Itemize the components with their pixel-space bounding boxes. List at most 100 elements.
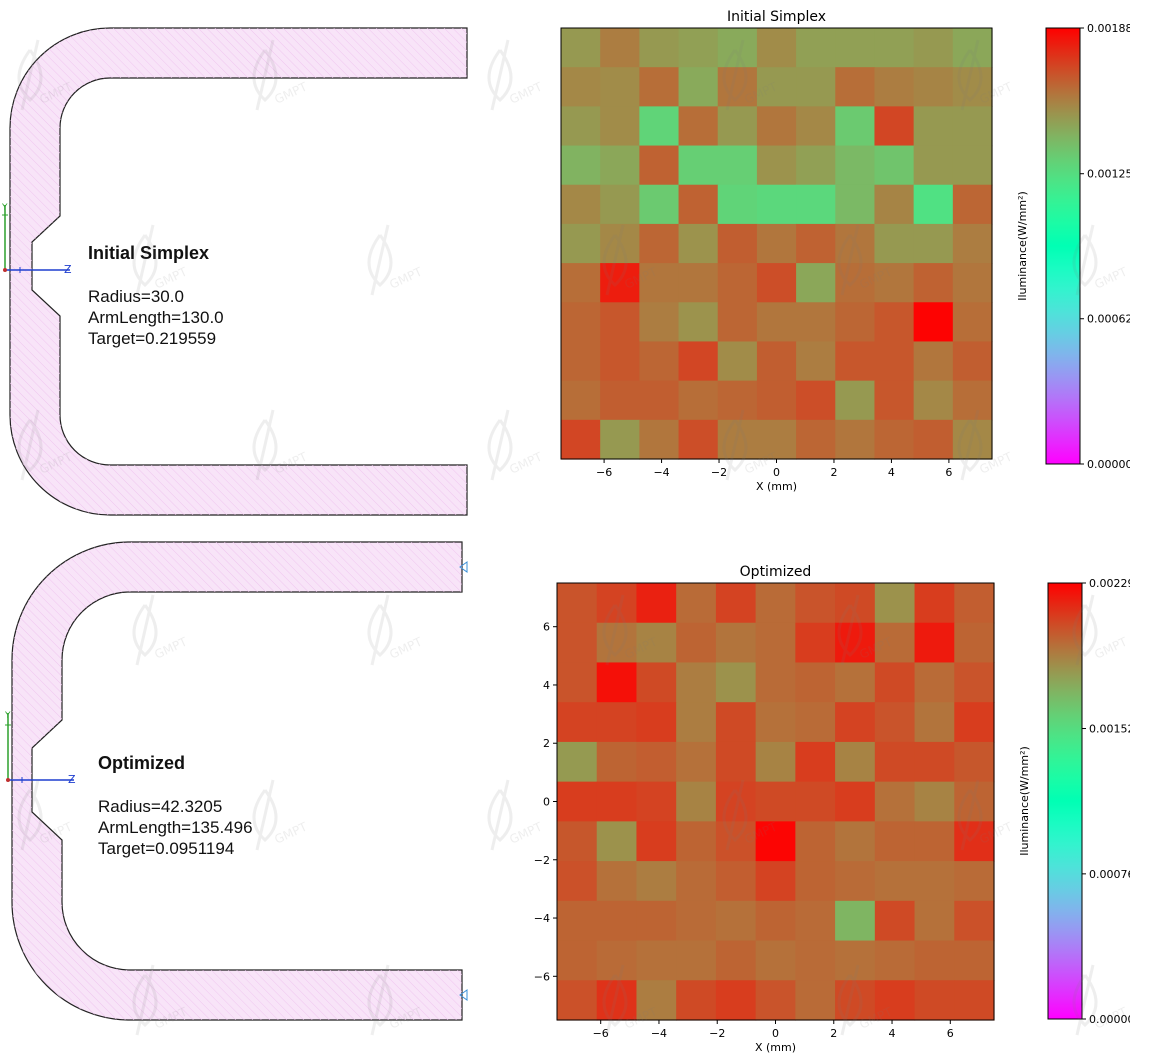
heatmap-cell xyxy=(914,861,955,902)
heatmap-cell xyxy=(952,263,993,303)
heatmap-cell xyxy=(755,980,796,1021)
heatmap-cell xyxy=(913,223,954,264)
heatmap-cell xyxy=(913,67,954,107)
info-arm-length: ArmLength=135.496 xyxy=(98,818,253,837)
heatmap-cell xyxy=(874,263,915,303)
heatmap-cell xyxy=(678,145,719,186)
heatmap-cell xyxy=(796,380,836,421)
heatmap-cell xyxy=(600,184,640,225)
heatmap-cell xyxy=(557,821,598,862)
heatmap-cell xyxy=(874,861,916,902)
x-tick-label: 6 xyxy=(947,1027,954,1040)
heatmap-cells xyxy=(561,28,993,460)
heatmap-cell xyxy=(678,67,719,107)
heatmap-cell xyxy=(596,900,638,942)
heatmap-cell xyxy=(756,380,797,421)
heatmap-cell xyxy=(835,821,876,862)
heatmap-cell xyxy=(600,223,640,264)
heatmap-cell xyxy=(557,622,598,664)
heatmap-cell xyxy=(835,702,876,743)
heatmap-cell xyxy=(835,106,876,147)
heatmap-cell xyxy=(952,67,993,107)
info-target: Target=0.0951194 xyxy=(98,839,235,858)
heatmap-cell xyxy=(678,184,719,225)
heatmap-cell xyxy=(796,28,836,68)
heatmap-cell xyxy=(639,28,680,68)
heatmap-cell xyxy=(835,940,876,981)
heatmap-cell xyxy=(796,184,836,225)
x-tick-label: −2 xyxy=(709,1027,725,1040)
info-arm-length: ArmLength=130.0 xyxy=(88,308,224,327)
initial-simplex-panel: Y Z Initial Simplex Radius=30.0 ArmLengt… xyxy=(0,0,1157,525)
heatmap-cell xyxy=(796,106,836,147)
heatmap-cell xyxy=(796,223,836,264)
heatmap-cell xyxy=(755,940,796,981)
heatmap-cell xyxy=(557,741,598,783)
heatmap-cell xyxy=(715,781,757,822)
heatmap-cell xyxy=(639,380,680,421)
heatmap-cell xyxy=(636,980,677,1021)
heatmap-cell xyxy=(596,940,638,981)
heatmap-cell xyxy=(755,702,796,743)
heatmap-cell xyxy=(874,900,916,942)
heatmap-cell xyxy=(561,419,601,460)
heatmap-cell xyxy=(639,263,680,303)
heatmap-cell xyxy=(755,583,796,624)
heatmap-cell xyxy=(636,940,677,981)
heatmap-cell xyxy=(795,900,836,942)
x-axis-label: X (mm) xyxy=(755,1041,796,1053)
heatmap-cell xyxy=(600,263,640,303)
heatmap-cell xyxy=(636,583,677,624)
heatmap-cell xyxy=(717,145,758,186)
heatmap-cell xyxy=(954,980,995,1021)
x-tick-label: −4 xyxy=(651,1027,667,1040)
heatmap-cell xyxy=(678,28,719,68)
heatmap-cell xyxy=(676,781,717,822)
heatmap-cell xyxy=(756,67,797,107)
heatmap-cell xyxy=(756,106,797,147)
axis-z-label: Z xyxy=(68,773,76,786)
heatmap-cell xyxy=(676,741,717,783)
heatmap-cell xyxy=(952,28,993,68)
heatmap-cell xyxy=(874,419,915,460)
info-radius: Radius=30.0 xyxy=(88,287,184,306)
heatmap-cell xyxy=(874,67,915,107)
heatmap-cell xyxy=(835,741,876,783)
y-tick-label: 6 xyxy=(543,621,550,634)
heatmap-cell xyxy=(600,67,640,107)
heatmap-cell xyxy=(756,145,797,186)
heatmap-cell xyxy=(639,184,680,225)
x-tick-label: 2 xyxy=(830,1027,837,1040)
heatmap-cell xyxy=(796,67,836,107)
heatmap-cell xyxy=(796,302,836,343)
heatmap-cell xyxy=(835,900,876,942)
heatmap-cell xyxy=(795,583,836,624)
axis-z-label: Z xyxy=(64,263,72,276)
heatmap-cell xyxy=(596,741,638,783)
heatmap-cell xyxy=(561,184,601,225)
heatmap-cell xyxy=(795,821,836,862)
heatmap-cell xyxy=(835,662,876,703)
heatmap-cell xyxy=(874,302,915,343)
heatmap-cell xyxy=(557,781,598,822)
heatmap-cell xyxy=(596,821,638,862)
heatmap-cell xyxy=(795,781,836,822)
info-radius: Radius=42.3205 xyxy=(98,797,223,816)
heatmap-cell xyxy=(954,821,995,862)
heatmap-cell xyxy=(795,861,836,902)
heatmap-cell xyxy=(914,821,955,862)
heatmap-cell xyxy=(557,900,598,942)
y-tick-label: −4 xyxy=(534,912,550,925)
heatmap-cell xyxy=(561,106,601,147)
y-tick-label: 0 xyxy=(543,796,550,809)
y-tick-label: −2 xyxy=(534,854,550,867)
heatmap-cell xyxy=(952,223,993,264)
heatmap-cell xyxy=(561,223,601,264)
colorbar-tick-label: 0.000000 xyxy=(1087,458,1130,471)
heatmap-cell xyxy=(557,940,598,981)
heatmap-cell xyxy=(755,861,796,902)
heatmap-cell xyxy=(717,419,758,460)
heatmap-cell xyxy=(952,419,993,460)
heatmap-cell xyxy=(913,28,954,68)
heatmap-cell xyxy=(835,622,876,664)
